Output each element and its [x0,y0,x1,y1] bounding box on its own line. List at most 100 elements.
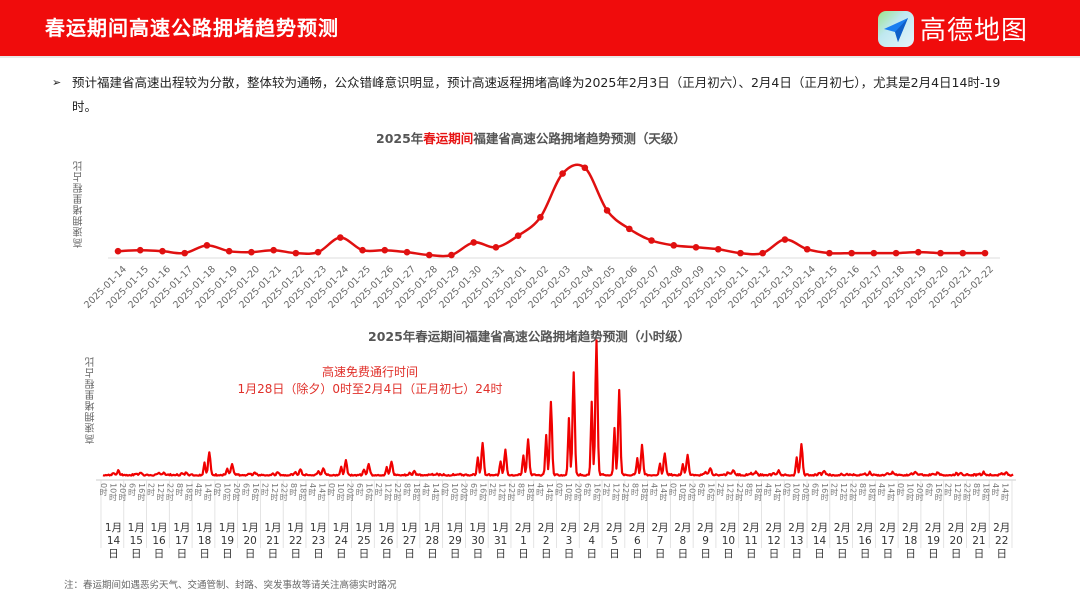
data-point[interactable] [159,247,166,255]
hourly-xtick-label: 14时 [317,483,327,502]
hourly-xtick-label: 4时 [307,483,317,497]
hourly-day-label: 2月6 日 [628,522,646,560]
hourly-xtick-label: 0时 [212,483,222,497]
hourly-xtick-label: 14时 [431,483,441,502]
data-point[interactable] [870,249,878,257]
hourly-xtick-label: 20时 [117,483,127,502]
daily-series-line [117,163,985,258]
hourly-xtick-label: 8时 [858,483,868,497]
hourly-xtick-label: 12时 [497,483,507,502]
data-point[interactable] [248,248,255,256]
hourly-day-label: 2月 20日 [947,522,965,560]
data-point[interactable] [626,225,633,233]
hourly-day-label: 2月 15日 [833,522,851,560]
data-point[interactable] [848,249,855,257]
hourly-xtick-label: 2时 [943,483,953,497]
hourly-xtick-label: 18时 [412,483,422,502]
data-point[interactable] [670,242,678,249]
hourly-xtick-label: 6时 [469,483,479,497]
data-point[interactable] [403,248,411,256]
hourly-xtick-label: 20时 [231,483,241,502]
hourly-xtick-label: 22时 [279,483,289,502]
data-point[interactable] [359,246,366,254]
data-point[interactable] [581,164,589,172]
data-point[interactable] [559,170,566,177]
hourly-xtick-label: 22时 [734,483,744,502]
hourly-xtick-label: 10时 [677,483,687,502]
hourly-xtick-label: 4时 [649,483,659,497]
data-point[interactable] [203,242,211,249]
hourly-xtick-label: 0时 [99,483,108,497]
hourly-xtick-label: 8时 [972,483,982,497]
hourly-xtick-label: 8时 [516,483,526,497]
hourly-xtick-label: 12时 [269,483,279,502]
hourly-xtick-label: 2时 [146,483,156,497]
data-point[interactable] [337,234,344,241]
data-point[interactable] [181,249,188,257]
data-point[interactable] [492,244,500,251]
data-point[interactable] [603,207,611,214]
hourly-xtick-label: 12时 [839,483,849,502]
hourly-xtick-label: 8时 [744,483,754,497]
data-point[interactable] [737,249,744,257]
data-point[interactable] [803,245,811,253]
hourly-xtick-label: 18时 [981,483,991,502]
hourly-xtick-label: 22时 [962,483,972,502]
data-point[interactable] [981,249,989,257]
data-point[interactable] [514,232,522,239]
annotation-line1: 高速免费通行时间 [321,365,418,379]
summary-text: ➢ 预计福建省高速出程较为分散，整体较为通畅，公众错峰意识明显，预计高速返程拥堵… [52,71,1022,119]
data-point[interactable] [114,247,122,255]
hourly-xtick-label: 20时 [915,483,925,502]
hourly-xtick-label: 8时 [402,483,412,497]
hourly-xtick-label: 10时 [222,483,232,502]
hourly-xtick-label: 22时 [165,483,175,502]
data-point[interactable] [537,213,544,221]
data-point[interactable] [270,246,277,254]
data-point[interactable] [648,237,655,244]
hourly-xtick-label: 20时 [345,483,355,502]
data-point[interactable] [136,246,144,254]
summary-paragraph: 预计福建省高速出程较为分散，整体较为通畅，公众错峰意识明显，预计高速返程拥堵高峰… [72,75,1001,114]
data-point[interactable] [959,249,967,257]
hourly-xtick-label: 18时 [867,483,877,502]
hourly-xtick-label: 20时 [573,483,583,502]
hourly-day-label: 1月 14日 [104,522,123,560]
daily-chart-title-suffix: 福建省高速公路拥堵趋势预测（天级） [473,131,686,146]
data-point[interactable] [425,251,433,259]
hourly-xtick-label: 14时 [658,483,668,502]
data-point[interactable] [292,249,300,257]
data-point[interactable] [692,244,700,251]
hourly-xtick-label: 2时 [829,483,839,497]
hourly-day-label: 1月 22日 [287,522,305,560]
hourly-day-label: 2月 17日 [879,522,897,560]
data-point[interactable] [759,249,766,257]
hourly-day-label: 2月2 日 [537,522,555,560]
data-point[interactable] [714,245,722,253]
data-point[interactable] [915,248,922,256]
data-point[interactable] [781,236,789,243]
data-point[interactable] [448,251,455,259]
hourly-xtick-label: 10时 [450,483,460,502]
hourly-day-label: 1月 18日 [196,522,214,560]
data-point[interactable] [826,249,833,257]
hourly-xtick-label: 16时 [478,483,488,502]
hourly-xtick-label: 20时 [687,483,697,502]
data-point[interactable] [470,239,477,246]
hourly-xtick-label: 22时 [393,483,403,502]
hourly-xtick-label: 6时 [696,483,706,497]
daily-chart-title: 2025年春运期间福建省高速公路拥堵趋势预测（天级） [376,128,686,147]
hourly-xtick-label: 22时 [620,483,630,502]
data-point[interactable] [314,248,322,256]
data-point[interactable] [892,249,900,257]
data-point[interactable] [937,249,944,257]
hourly-day-label: 2月 13日 [788,522,806,560]
data-point[interactable] [225,247,233,255]
hourly-xtick-label: 14时 [886,483,896,502]
data-point[interactable] [381,246,389,254]
hourly-day-label: 1月 16日 [150,522,168,560]
hourly-day-label: 1月 26日 [378,522,396,560]
hourly-day-label: 1月 17日 [173,522,191,560]
hourly-day-label: 2月 21日 [970,522,988,560]
hourly-xtick-label: 14时 [545,483,554,502]
